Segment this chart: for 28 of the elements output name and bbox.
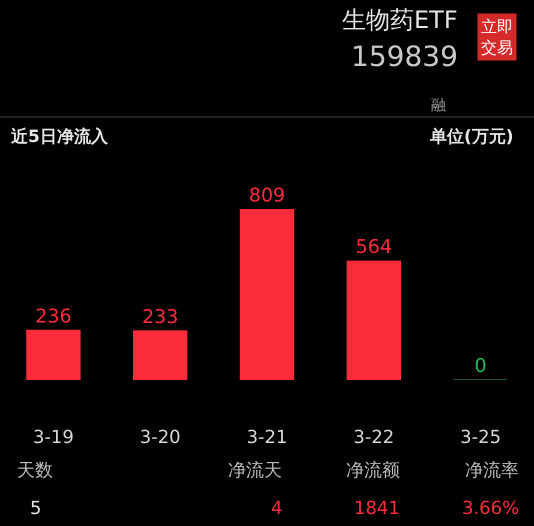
text: 3.66% — [462, 498, 520, 519]
data-label: 236 — [35, 305, 72, 328]
bar — [26, 330, 81, 380]
x-tick-label: 3-19 — [32, 427, 74, 448]
x-tick-label: 3-22 — [353, 427, 394, 448]
text: 4 — [271, 498, 282, 519]
data-label: 0 — [474, 355, 487, 377]
x-tick-label: 3-25 — [460, 427, 502, 448]
text: 5 — [30, 498, 42, 519]
x-tick-label: 3-20 — [140, 427, 181, 448]
chart-subtitle: 单位(万元) — [429, 127, 514, 147]
data-label: 809 — [248, 184, 286, 207]
text: 净流率 — [465, 460, 519, 481]
text: 融 — [431, 96, 446, 114]
chart-title: 近5日净流入 — [10, 127, 109, 147]
text: 立即交易 — [481, 17, 513, 57]
text: 净流天 — [228, 460, 282, 481]
text: 天数 — [17, 460, 53, 481]
bar — [133, 330, 188, 380]
text: 159839 — [351, 40, 458, 73]
text: 净流额 — [346, 460, 400, 481]
text: 生物药ETF — [342, 6, 458, 34]
bar — [346, 260, 401, 380]
data-label: 233 — [142, 306, 178, 328]
x-tick-label: 3-21 — [246, 427, 288, 448]
text: 1841 — [354, 498, 400, 519]
data-label: 564 — [356, 236, 392, 258]
bar — [240, 209, 294, 380]
